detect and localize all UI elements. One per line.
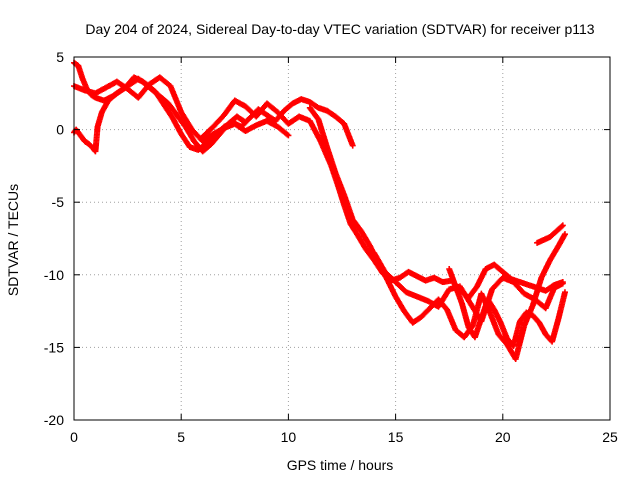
grid-lines <box>74 57 610 420</box>
y-tick-label: -15 <box>44 339 64 355</box>
data-point <box>242 119 249 126</box>
tick-marks <box>73 56 611 421</box>
x-tick-label: 25 <box>602 429 618 445</box>
y-tick-label: 5 <box>56 49 64 65</box>
x-tick-label: 20 <box>495 429 511 445</box>
tick-labels: 0 5 10 15 20 25 5 0 -5 -10 -15 -20 <box>44 49 618 445</box>
y-tick-label: 0 <box>56 122 64 138</box>
data-point <box>285 132 292 139</box>
data-point <box>284 131 291 138</box>
x-tick-label: 0 <box>70 429 78 445</box>
data-series <box>71 59 568 363</box>
x-tick-label: 15 <box>388 429 404 445</box>
data-point <box>349 142 356 149</box>
data-point <box>559 222 566 229</box>
series-track-5 <box>306 104 568 363</box>
plot-frame <box>73 56 611 421</box>
y-tick-label: -5 <box>52 194 65 210</box>
x-axis-label: GPS time / hours <box>287 457 394 473</box>
series-track-3 <box>71 74 292 145</box>
y-tick-label: -10 <box>44 267 64 283</box>
chart-title: Day 204 of 2024, Sidereal Day-to-day VTE… <box>85 21 594 37</box>
series-track-7 <box>446 265 568 349</box>
x-tick-label: 5 <box>177 429 185 445</box>
y-tick-label: -20 <box>44 412 64 428</box>
y-axis-label: SDTVAR / TECUs <box>5 184 21 296</box>
data-point <box>561 231 568 238</box>
data-point <box>561 289 568 296</box>
x-tick-label: 10 <box>281 429 297 445</box>
series-track-8 <box>534 222 566 246</box>
data-point <box>559 280 566 287</box>
data-point <box>558 223 565 230</box>
